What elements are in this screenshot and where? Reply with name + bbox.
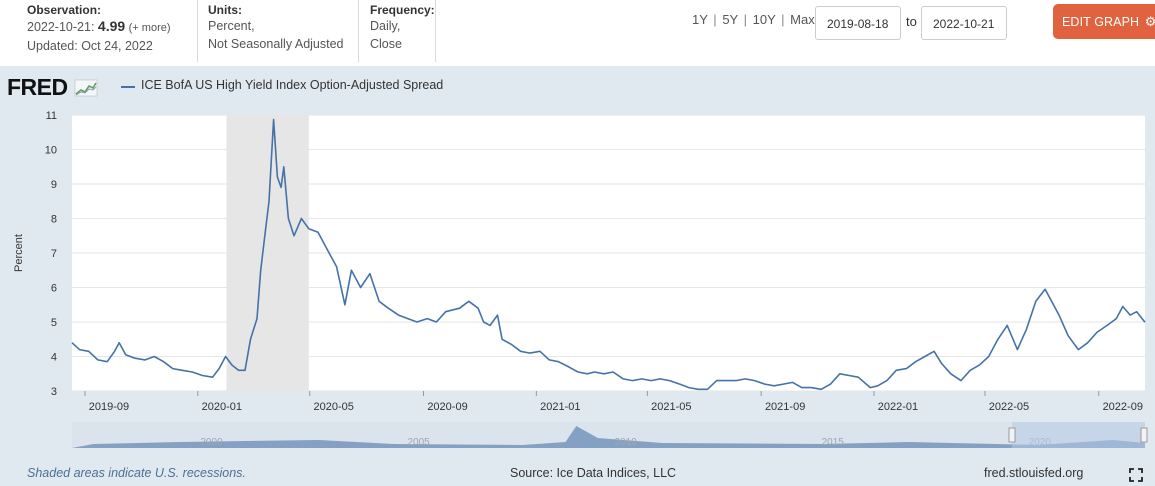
- x-tick-label: 2020-09: [427, 401, 467, 413]
- range-separator: |: [781, 12, 785, 27]
- chart-svg: 3 4 5 6 7 8 9 10 11 Percent 2019-09 2020-01 2020-05 2…: [13, 110, 1148, 448]
- y-tick-label: 3: [51, 386, 57, 398]
- y-tick-label: 9: [51, 179, 57, 191]
- frequency-line-1: Daily,: [370, 19, 401, 33]
- observation-block: Observation: 2022-10-21: 4.99 (+ more) U…: [27, 0, 197, 62]
- range-max-link[interactable]: Max: [790, 12, 815, 27]
- range-5y-link[interactable]: 5Y: [722, 12, 738, 27]
- date-from-input[interactable]: 2019-08-18: [815, 6, 901, 40]
- y-tick-label: 8: [51, 214, 57, 226]
- y-tick-label: 7: [51, 248, 57, 260]
- y-tick-label: 4: [51, 352, 57, 364]
- x-tick-label: 2022-05: [989, 401, 1029, 413]
- units-line-1: Percent,: [208, 19, 255, 33]
- navigator-year-label: 2015: [822, 437, 845, 448]
- frequency-block: Frequency: Daily, Close: [358, 0, 436, 62]
- y-tick-label: 11: [46, 110, 57, 122]
- edit-graph-button[interactable]: EDIT GRAPH ⚙: [1053, 4, 1155, 39]
- site-link[interactable]: fred.stlouisfed.org: [984, 466, 1084, 480]
- frequency-line-2: Close: [370, 37, 402, 51]
- observation-more-link[interactable]: (+ more): [128, 22, 171, 34]
- y-tick-label: 10: [45, 145, 57, 157]
- fullscreen-icon[interactable]: [1129, 468, 1143, 482]
- legend-swatch: [121, 86, 135, 88]
- y-axis-title: Percent: [13, 234, 25, 272]
- navigator-handle-left: [1008, 427, 1016, 443]
- range-separator: |: [743, 12, 747, 27]
- units-block: Units: Percent, Not Seasonally Adjusted: [197, 0, 357, 62]
- gear-icon: ⚙: [1144, 14, 1155, 29]
- updated-text: Updated: Oct 24, 2022: [27, 39, 153, 53]
- series-line: [71, 118, 1146, 391]
- observation-header: Observation: 2022-10-21: 4.99 (+ more) U…: [0, 0, 1155, 66]
- units-label: Units:: [208, 3, 242, 17]
- range-1y-link[interactable]: 1Y: [692, 12, 708, 27]
- y-tick-label: 5: [51, 317, 57, 329]
- x-tick-label: 2021-01: [540, 401, 580, 413]
- date-to-input[interactable]: 2022-10-21: [921, 6, 1007, 40]
- x-tick-label: 2020-01: [202, 401, 242, 413]
- range-separator: |: [713, 12, 717, 27]
- edit-graph-label: EDIT GRAPH: [1062, 15, 1140, 29]
- recession-note: Shaded areas indicate U.S. recessions.: [27, 466, 246, 480]
- legend-series-label: ICE BofA US High Yield Index Option-Adju…: [141, 78, 444, 92]
- observation-value: 4.99: [97, 18, 126, 34]
- x-tick-label: 2022-09: [1103, 401, 1143, 413]
- x-tick-label: 2020-05: [314, 401, 354, 413]
- navigator-year-label: 2010: [615, 437, 638, 448]
- fred-chart-logo-icon: [74, 79, 97, 97]
- frequency-label: Frequency:: [370, 3, 435, 17]
- source-text: Source: Ice Data Indices, LLC: [510, 466, 677, 480]
- x-tick-label: 2021-09: [765, 401, 805, 413]
- navigator-year-label: 2000: [200, 437, 223, 448]
- y-tick-label: 6: [51, 283, 57, 295]
- chart-panel: 3 4 5 6 7 8 9 10 11 Percent 2019-09 2020-01 2020-05 2…: [0, 66, 1155, 486]
- x-tick-label: 2021-05: [651, 401, 691, 413]
- x-tick-label: 2022-01: [878, 401, 918, 413]
- observation-date: 2022-10-21:: [27, 20, 95, 34]
- navigator-year-label: 2005: [407, 437, 430, 448]
- fred-logo: FRED: [7, 74, 98, 101]
- observation-label: Observation:: [27, 3, 102, 17]
- x-tick-label: 2019-09: [89, 401, 129, 413]
- fred-logo-text: FRED: [7, 74, 68, 100]
- range-links: 1Y | 5Y | 10Y | Max: [692, 12, 815, 27]
- navigator-handle-right: [1140, 427, 1148, 443]
- range-10y-link[interactable]: 10Y: [752, 12, 776, 27]
- navigator-selection: [1012, 422, 1145, 448]
- navigator-area: [72, 426, 1145, 448]
- observation-value-line: 2022-10-21: 4.99 (+ more): [27, 18, 197, 37]
- units-line-2: Not Seasonally Adjusted: [208, 37, 344, 51]
- date-to-label: to: [906, 14, 917, 29]
